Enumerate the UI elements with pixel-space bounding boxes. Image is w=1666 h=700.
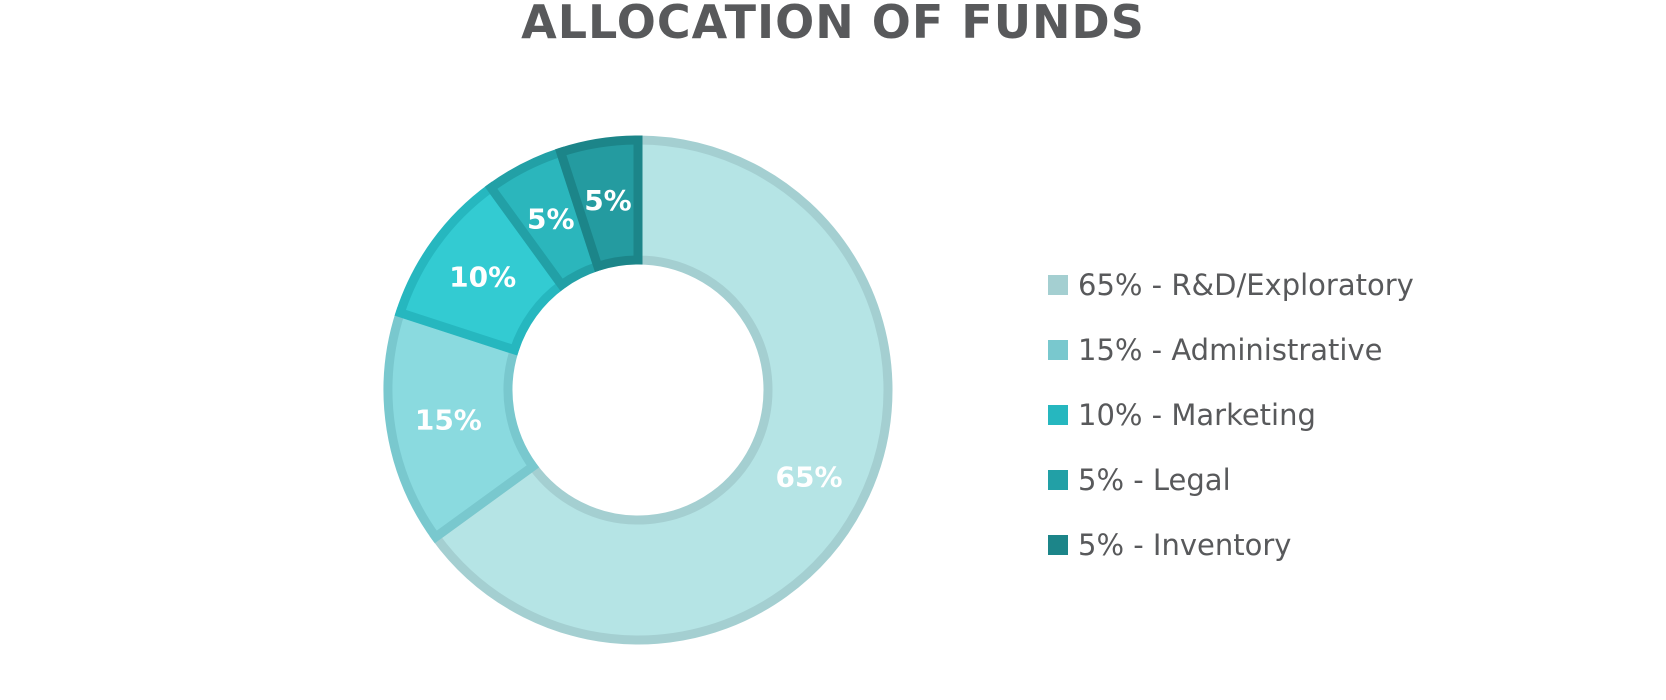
legend-item-2: 10% - Marketing xyxy=(1048,382,1414,447)
donut-slices xyxy=(383,135,893,645)
legend-label: 15% - Administrative xyxy=(1078,332,1383,367)
legend-label: 10% - Marketing xyxy=(1078,397,1316,432)
legend-label: 5% - Legal xyxy=(1078,462,1231,497)
donut-slice-4 xyxy=(555,135,643,273)
legend: 65% - R&D/Exploratory 15% - Administrativ… xyxy=(1048,252,1414,577)
legend-label: 5% - Inventory xyxy=(1078,527,1292,562)
legend-swatch xyxy=(1048,469,1068,490)
data-label-2: 10% xyxy=(449,261,516,294)
legend-swatch xyxy=(1048,274,1068,295)
legend-item-3: 5% - Legal xyxy=(1048,447,1414,512)
legend-label: 65% - R&D/Exploratory xyxy=(1078,267,1414,302)
data-label-1: 15% xyxy=(415,404,482,437)
data-label-3: 5% xyxy=(527,202,575,235)
legend-item-4: 5% - Inventory xyxy=(1048,512,1414,577)
legend-swatch xyxy=(1048,404,1068,425)
legend-item-0: 65% - R&D/Exploratory xyxy=(1048,252,1414,317)
donut-slice-0 xyxy=(429,135,893,645)
legend-item-1: 15% - Administrative xyxy=(1048,317,1414,382)
data-label-4: 5% xyxy=(584,184,632,217)
chart-title: ALLOCATION OF FUNDS xyxy=(521,0,1145,49)
donut-slice-1 xyxy=(383,307,540,544)
legend-swatch xyxy=(1048,339,1068,360)
legend-swatch xyxy=(1048,534,1068,555)
donut-data-labels: 65% 15% 10% 5% 5% xyxy=(415,184,843,494)
data-label-0: 65% xyxy=(776,461,843,494)
